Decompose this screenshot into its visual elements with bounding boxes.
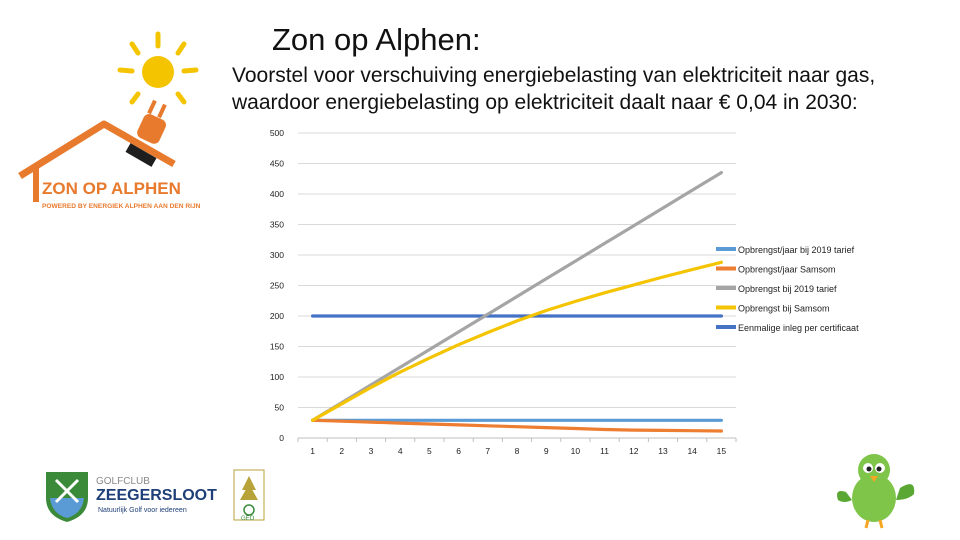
golfclub-label: GOLFCLUB <box>96 476 150 487</box>
y-tick-label: 150 <box>270 342 284 352</box>
x-tick-label: 14 <box>687 446 697 456</box>
y-tick-label: 50 <box>275 403 285 413</box>
zon-op-alphen-tagline: POWERED BY ENERGIEK ALPHEN AAN DEN RIJN <box>42 203 201 210</box>
x-tick-label: 5 <box>427 446 432 456</box>
geo-certified-icon: GEO <box>233 469 265 522</box>
house-roof-icon <box>18 120 176 179</box>
sun-icon <box>117 31 199 105</box>
x-tick-label: 8 <box>515 446 520 456</box>
x-tick-label: 12 <box>629 446 639 456</box>
series-line-4 <box>310 260 723 422</box>
series-line-3 <box>310 170 723 422</box>
chart-legend: Opbrengst/jaar bij 2019 tarief Opbrengst/… <box>716 245 859 333</box>
legend-swatch <box>716 286 736 290</box>
x-tick-label: 1 <box>310 446 315 456</box>
y-tick-label: 250 <box>270 281 284 291</box>
x-tick-label: 10 <box>571 446 581 456</box>
green-bird-mascot-icon <box>837 454 915 529</box>
x-tick-label: 6 <box>456 446 461 456</box>
solar-panel-icon <box>125 143 157 167</box>
legend-label: Opbrengst/jaar bij 2019 tarief <box>738 245 855 255</box>
page-title: Zon op Alphen: <box>272 22 481 57</box>
zon-op-alphen-name: ZON OP ALPHEN <box>42 179 181 198</box>
x-tick-label: 4 <box>398 446 403 456</box>
legend-label: Opbrengst/jaar Samsom <box>738 265 836 275</box>
x-tick-label: 7 <box>485 446 490 456</box>
legend-swatch <box>716 305 736 310</box>
y-tick-label: 200 <box>270 311 284 321</box>
x-axis-ticks: 1 2 3 4 5 6 7 8 9 10 11 12 13 14 15 <box>297 438 737 456</box>
legend-swatch <box>716 266 736 271</box>
x-tick-label: 15 <box>717 446 727 456</box>
legend-label: Opbrengst bij Samsom <box>738 304 830 314</box>
legend-label: Eenmalige inleg per certificaat <box>738 323 859 333</box>
legend-swatch <box>716 325 736 329</box>
page-subtitle: Voorstel voor verschuiving energiebelast… <box>232 64 876 114</box>
legend-swatch <box>716 247 736 251</box>
chart-series <box>310 170 723 433</box>
y-tick-label: 100 <box>270 372 284 382</box>
legend-label: Opbrengst bij 2019 tarief <box>738 284 837 294</box>
y-tick-label: 400 <box>270 189 284 199</box>
chart-gridlines <box>298 132 736 408</box>
y-tick-label: 450 <box>270 159 284 169</box>
y-tick-label: 300 <box>270 250 284 260</box>
x-tick-label: 2 <box>339 446 344 456</box>
x-tick-label: 3 <box>369 446 374 456</box>
zon-op-alphen-logo: ZON OP ALPHEN POWERED BY ENERGIEK ALPHEN… <box>18 31 201 210</box>
x-tick-label: 13 <box>658 446 668 456</box>
golfclub-zeegersloot-logo: GOLFCLUB ZEEGERSLOOT Natuurlijk Golf voo… <box>46 469 265 522</box>
series-line-2 <box>310 418 723 433</box>
x-tick-label: 11 <box>600 446 609 456</box>
plug-icon <box>137 99 167 144</box>
y-axis-ticks: 0 50 100 150 200 250 300 350 400 450 500 <box>270 128 284 443</box>
geo-label: GEO <box>241 516 255 522</box>
y-tick-label: 500 <box>270 128 284 138</box>
golfclub-name: ZEEGERSLOOT <box>96 487 217 504</box>
x-tick-label: 9 <box>544 446 549 456</box>
y-tick-label: 0 <box>279 433 284 443</box>
golfclub-tagline: Natuurlijk Golf voor iedereen <box>98 507 187 514</box>
y-tick-label: 350 <box>270 220 284 230</box>
shield-icon <box>46 472 88 522</box>
